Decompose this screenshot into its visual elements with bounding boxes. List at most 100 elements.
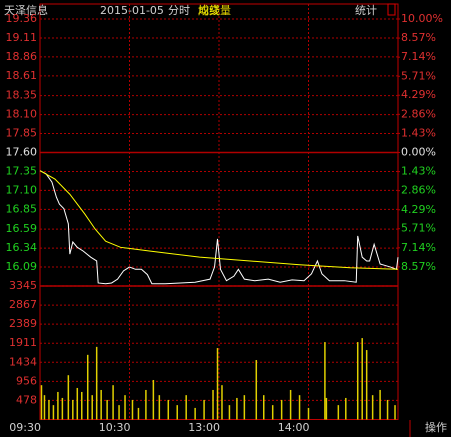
volume-bar [307, 407, 310, 420]
volume-bar [52, 405, 55, 420]
volume-bar [106, 399, 108, 420]
volume-bar [91, 395, 93, 420]
legend-entry: 成交量 [198, 3, 231, 17]
stock-name: 天泽信息 [4, 3, 48, 17]
volume-bar [345, 397, 347, 420]
volume-bar [158, 395, 161, 420]
y-tick-label: 16.85 [6, 202, 38, 215]
volume-bar [145, 389, 147, 420]
volume-bar [176, 405, 178, 420]
y2-tick-label: 7.14% [401, 50, 436, 63]
y-tick-label: 1434 [9, 355, 37, 368]
volume-bar [325, 397, 328, 420]
y-tick-label: 17.10 [6, 183, 38, 196]
legend-entry: 均线 [198, 3, 220, 17]
volume-bar [365, 350, 368, 420]
volume-bar [137, 407, 140, 420]
y-tick-label: 16.59 [6, 222, 38, 235]
y-tick-label: 16.09 [6, 260, 38, 273]
volume-bar [236, 397, 238, 420]
y-tick-label: 18.86 [6, 50, 38, 63]
y2-tick-label: 2.86% [401, 107, 436, 120]
volume-bar [280, 399, 283, 420]
volume-bar [118, 405, 120, 420]
y2-tick-label: 7.14% [401, 241, 436, 254]
y-tick-label: 17.60 [6, 146, 38, 159]
volume-bar [61, 397, 64, 420]
action-button[interactable]: 操作 [425, 420, 447, 434]
window-icon[interactable] [387, 3, 396, 16]
volume-bar [185, 395, 187, 420]
volume-bar [271, 405, 274, 420]
volume-bar [124, 395, 126, 420]
y-tick-label: 2389 [9, 317, 37, 330]
x-tick-label: 09:30 [9, 421, 41, 434]
volume-bar [324, 342, 326, 420]
y-tick-label: 478 [16, 393, 37, 406]
price-line [39, 170, 399, 285]
y-tick-label: 18.35 [6, 89, 38, 102]
y-tick-label: 18.10 [6, 108, 38, 121]
volume-bar [81, 391, 83, 420]
volume-bar [40, 385, 43, 420]
volume-bar [216, 348, 219, 420]
mode: 分时 [168, 4, 190, 17]
volume-bar [72, 399, 74, 420]
y2-tick-label: 4.29% [401, 88, 436, 101]
volume-bar [48, 399, 50, 420]
volume-bar [131, 399, 134, 420]
volume-bar [57, 391, 59, 420]
volume-bar [167, 399, 170, 420]
volume-bar [263, 395, 265, 420]
volume-bar [386, 399, 389, 420]
volume-bar [112, 385, 114, 420]
volume-bar [337, 405, 340, 420]
price-line [39, 170, 399, 270]
volume-bar [86, 354, 89, 420]
y2-tick-label: 5.71% [401, 69, 436, 82]
y-tick-label: 17.85 [6, 127, 38, 140]
volume-bar [255, 360, 258, 420]
y2-tick-label: 5.71% [401, 222, 436, 235]
date: 2015-01-05 [100, 4, 164, 17]
y2-tick-label: 8.57% [401, 31, 436, 44]
y2-tick-label: 8.57% [401, 260, 436, 273]
y-tick-label: 18.61 [6, 69, 38, 82]
y2-tick-label: 1.43% [401, 165, 436, 178]
y-tick-label: 19.11 [6, 31, 38, 44]
y2-tick-label: 4.29% [401, 203, 436, 216]
y2-tick-label: 2.86% [401, 184, 436, 197]
y2-tick-label: 10.00% [401, 12, 443, 25]
y2-tick-label: 1.43% [401, 126, 436, 139]
y-tick-label: 16.34 [6, 241, 38, 254]
stats-button[interactable]: 统计 [355, 4, 377, 17]
y-tick-label: 19.36 [6, 12, 38, 25]
volume-bar [43, 395, 46, 420]
volume-bar [194, 407, 196, 420]
volume-bar [371, 395, 374, 420]
volume-bar [221, 385, 223, 420]
volume-bar [100, 389, 102, 420]
volume-bar [361, 338, 363, 420]
volume-bar [76, 387, 79, 420]
y-tick-label: 17.35 [6, 164, 38, 177]
y2-tick-label: 0.00% [401, 146, 436, 159]
volume-bar [152, 379, 155, 420]
x-tick-label: 14:00 [278, 421, 310, 434]
y-tick-label: 956 [16, 374, 37, 387]
volume-bar [228, 405, 231, 420]
volume-bar [298, 395, 301, 420]
x-tick-label: 13:00 [188, 421, 220, 434]
volume-bar [212, 389, 214, 420]
y-tick-label: 2867 [9, 298, 37, 311]
y-tick-label: 3345 [9, 279, 37, 292]
x-tick-label: 10:30 [99, 421, 131, 434]
volume-bar [67, 375, 70, 420]
volume-bar [243, 395, 246, 420]
volume-bar [289, 389, 292, 420]
volume-bar [95, 346, 98, 420]
volume-bar [394, 405, 396, 420]
volume-bar [203, 399, 205, 420]
volume-bar [356, 342, 359, 420]
